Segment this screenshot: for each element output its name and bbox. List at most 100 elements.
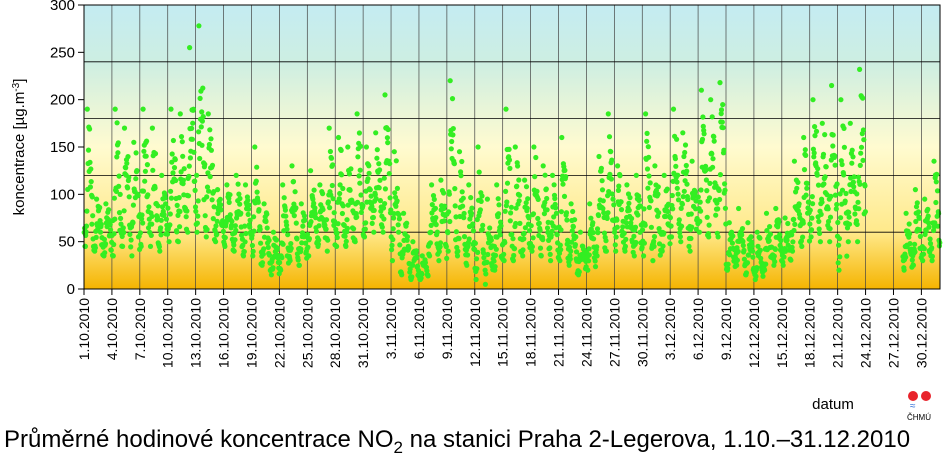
hourly-data-point [159,172,165,178]
hourly-data-point [496,202,502,208]
hourly-data-point [718,107,725,113]
hourly-data-point [790,239,796,245]
hourly-data-point [687,248,693,254]
hourly-data-point [725,261,731,267]
x-tick-label: 19.10.2010 [243,298,259,368]
hourly-data-point [749,243,755,249]
hourly-data-point [335,221,341,227]
hourly-data-point [450,126,456,132]
chart-caption: Průměrné hodinové koncentrace NO2 na sta… [4,426,910,458]
hourly-data-point [722,187,728,193]
hourly-data-point [419,253,425,259]
hourly-data-point [811,154,817,160]
hourly-data-point [167,211,173,217]
hourly-data-point [627,195,633,201]
hourly-data-point [510,236,516,242]
hourly-data-point [348,166,354,172]
hourly-data-point [594,244,600,250]
hourly-data-point [661,230,667,236]
hourly-data-point [921,246,927,252]
hourly-data-point [557,258,563,264]
hourly-data-point [209,162,216,168]
hourly-data-point [330,196,336,202]
hourly-data-point [544,207,550,213]
hourly-data-point [644,138,650,144]
hourly-data-point [115,150,121,156]
hourly-data-point [144,162,150,168]
hourly-data-point [119,233,125,239]
hourly-data-point [351,226,357,232]
hourly-data-point [459,189,465,195]
hourly-data-point [540,237,546,243]
hourly-data-point [356,130,362,136]
hourly-data-point [612,242,618,248]
hourly-data-point [111,241,117,248]
hourly-data-point [206,188,212,194]
hourly-data-point [636,193,642,199]
hourly-data-point [652,163,658,169]
hourly-data-point [331,210,337,216]
hourly-data-point [777,232,783,238]
hourly-data-point [121,229,127,236]
hourly-data-point [856,206,862,212]
hourly-data-point [514,183,520,189]
hourly-data-point [846,214,852,220]
hourly-data-point [507,165,513,171]
hourly-data-point [344,217,350,223]
hourly-data-point [222,243,228,249]
hourly-data-point [231,248,237,254]
hourly-data-point [196,23,202,29]
hourly-data-point [163,216,169,222]
hourly-data-point [327,148,333,155]
hourly-data-point [475,249,481,255]
hourly-data-point [270,229,276,235]
hourly-data-point [755,243,761,249]
hourly-data-point [306,253,312,259]
hourly-data-point [727,252,733,258]
x-tick-label: 9.12.2010 [718,298,734,360]
hourly-data-point [324,248,330,254]
hourly-data-point [739,232,745,238]
hourly-data-point [816,218,822,225]
hourly-data-point [722,205,729,211]
hourly-data-point [838,97,844,103]
hourly-data-point [650,258,656,264]
hourly-data-point [195,198,201,204]
hourly-data-point [858,144,865,150]
x-tick-label: 12.12.2010 [746,298,762,368]
hourly-data-point [162,195,168,201]
hourly-data-point [614,217,620,223]
hourly-data-point [168,106,174,112]
hourly-data-point [441,218,447,224]
hourly-data-point [163,201,169,207]
x-tick-label: 13.10.2010 [188,298,204,368]
hourly-data-point [846,209,852,215]
hourly-data-point [124,160,130,166]
hourly-data-point [167,222,173,228]
hourly-data-point [801,167,808,173]
hourly-data-point [278,267,284,273]
hourly-data-point [131,139,137,145]
hourly-data-point [447,218,453,225]
hourly-data-point [174,229,180,235]
hourly-data-point [395,222,401,228]
hourly-data-point [767,231,774,237]
hourly-data-point [601,230,608,236]
hourly-data-point [264,225,270,231]
hourly-data-point [718,111,724,117]
hourly-data-point [298,246,304,252]
hourly-data-point [520,247,526,253]
hourly-data-point [648,224,655,230]
hourly-data-point [925,206,931,212]
hourly-data-point [343,238,349,244]
logo-wave-icon: ≈ [910,401,916,412]
hourly-data-point [90,213,96,219]
hourly-data-point [249,242,255,249]
hourly-data-point [782,248,789,254]
hourly-data-point [282,207,288,213]
hourly-data-point [772,259,778,265]
hourly-data-point [698,187,704,193]
y-tick-label: 50 [58,234,75,251]
hourly-data-point [460,195,466,201]
hourly-data-point [767,224,773,230]
